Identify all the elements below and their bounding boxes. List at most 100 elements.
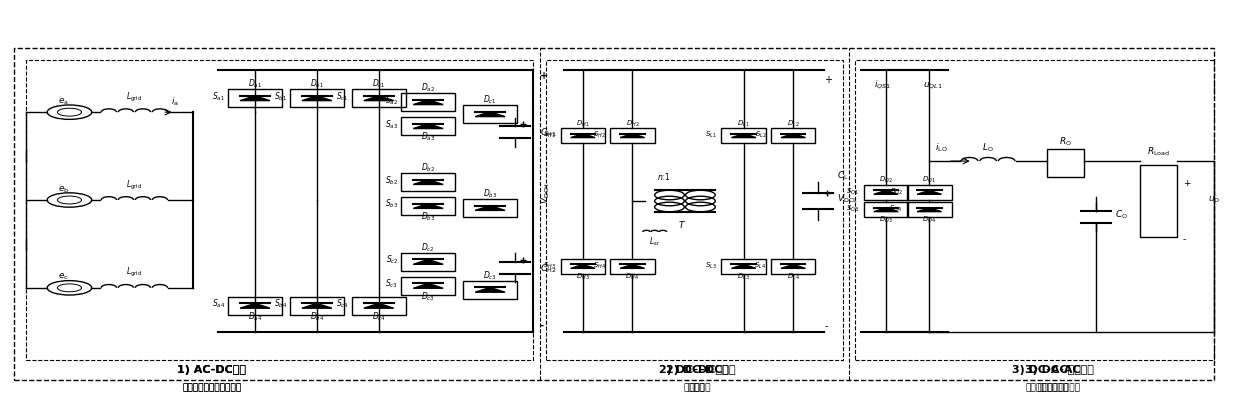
Text: $n$:1: $n$:1 [656,170,670,182]
Text: $D_{H1}$: $D_{H1}$ [577,118,590,128]
Text: $C_{\rm H1}$: $C_{\rm H1}$ [539,127,556,139]
Polygon shape [363,304,394,308]
Text: $i_{QS1}$: $i_{QS1}$ [874,78,890,91]
Text: $D_{c1}$: $D_{c1}$ [372,77,386,90]
Polygon shape [732,265,756,269]
Bar [401,174,455,191]
Polygon shape [301,304,332,308]
Text: $S_{L4}$: $S_{L4}$ [754,260,766,270]
Polygon shape [732,134,756,138]
Text: $u_{\rm O}$: $u_{\rm O}$ [1208,194,1220,205]
Text: -: - [825,320,827,330]
Polygon shape [413,260,443,265]
Text: $S_{H2}$: $S_{H2}$ [593,129,605,140]
Text: $S_{O1}$: $S_{O1}$ [847,186,859,196]
Text: $D_{H3}$: $D_{H3}$ [577,271,590,281]
Text: $S_{O3}$: $S_{O3}$ [846,203,859,213]
Text: $L_{\rm sr}$: $L_{\rm sr}$ [649,235,660,248]
Bar [290,90,343,108]
Text: $i_{\rm LO}$: $i_{\rm LO}$ [935,141,947,153]
Text: $L_{\rm grid}$: $L_{\rm grid}$ [126,265,143,279]
Text: $S_{H3}$: $S_{H3}$ [543,260,557,270]
Text: $S_{H4}$: $S_{H4}$ [593,260,605,270]
Bar [722,129,766,144]
Text: $S_{H1}$: $S_{H1}$ [543,129,557,140]
Polygon shape [874,208,898,212]
Text: $S_{a3}$: $S_{a3}$ [386,118,398,130]
Text: $i_{\rm a}$: $i_{\rm a}$ [171,95,179,107]
Text: 单相逆变器与负载: 单相逆变器与负载 [1038,383,1081,392]
Text: $D_{c3}$: $D_{c3}$ [422,290,435,302]
Bar [722,259,766,274]
Text: $R_{\rm O}$: $R_{\rm O}$ [1059,135,1071,147]
Bar [351,90,405,108]
Bar [401,118,455,136]
Bar [401,198,455,215]
Text: 电源与三相三电平整汁器: 电源与三相三电平整汁器 [182,383,242,392]
Bar [228,297,283,315]
Polygon shape [413,101,443,105]
Text: 3) DC-AC变换: 3) DC-AC变换 [1012,364,1081,374]
Bar [463,106,517,124]
Text: $V_{\rm DCH}$: $V_{\rm DCH}$ [539,182,552,204]
Text: $S_{c4}$: $S_{c4}$ [336,297,348,310]
Text: $D_{a3}$: $D_{a3}$ [422,131,435,143]
Text: 3) DC-AC变换: 3) DC-AC变换 [1024,364,1094,374]
Polygon shape [475,112,505,117]
Bar [560,259,605,274]
Text: $D_{O4}$: $D_{O4}$ [923,214,936,225]
Text: $D_{O1}$: $D_{O1}$ [923,175,936,185]
Text: $e_{\rm c}$: $e_{\rm c}$ [58,271,68,282]
Bar [1140,166,1177,237]
Text: $S_{b2}$: $S_{b2}$ [386,174,398,186]
Bar [463,200,517,217]
Text: $T$: $T$ [678,219,686,229]
Text: $D_{b4}$: $D_{b4}$ [310,310,324,322]
Text: $u_{QL1}$: $u_{QL1}$ [923,80,942,91]
Polygon shape [781,134,806,138]
Text: $C_{\rm H2}$: $C_{\rm H2}$ [539,262,556,274]
Text: $D_{H2}$: $D_{H2}$ [625,118,640,128]
Text: $D_{c1}$: $D_{c1}$ [484,93,497,105]
Text: +: + [825,75,832,85]
Text: 双有源桥: 双有源桥 [683,383,706,392]
Text: $S_{b1}$: $S_{b1}$ [274,90,286,102]
Text: $D_{L3}$: $D_{L3}$ [738,271,750,281]
Text: $D_{L2}$: $D_{L2}$ [787,118,800,128]
Bar [771,259,816,274]
Text: $S_{L1}$: $S_{L1}$ [706,129,717,140]
Text: $S_{a1}$: $S_{a1}$ [212,90,226,102]
Text: $e_{\rm a}$: $e_{\rm a}$ [58,96,68,106]
Polygon shape [570,134,595,138]
Polygon shape [413,284,443,289]
Text: $S_{O4}$: $S_{O4}$ [889,203,903,213]
Text: $D_{a1}$: $D_{a1}$ [248,77,262,90]
Bar [610,129,655,144]
Text: 单相逆变器与负载: 单相逆变器与负载 [1025,383,1069,392]
Text: $S_{O2}$: $S_{O2}$ [889,186,903,196]
Text: $S_{a4}$: $S_{a4}$ [212,297,226,310]
Text: $S_{c3}$: $S_{c3}$ [386,277,398,290]
Text: 2) DC-DC变换: 2) DC-DC变换 [660,364,729,374]
Bar [906,186,951,200]
Polygon shape [301,97,332,101]
Text: 电源与三相三电平整汁器: 电源与三相三电平整汁器 [182,383,242,392]
Polygon shape [475,288,505,292]
Bar [864,203,908,217]
Bar [560,129,605,144]
Text: $D_{O3}$: $D_{O3}$ [879,214,893,225]
Bar [401,277,455,295]
Text: 双有源桥: 双有源桥 [689,383,712,392]
Bar [401,94,455,112]
Polygon shape [475,206,505,211]
Text: $D_{c3}$: $D_{c3}$ [484,268,497,281]
Text: 2) DC-DC变换: 2) DC-DC变换 [666,364,735,374]
Text: $S_{b3}$: $S_{b3}$ [386,198,398,210]
Text: 1) AC-DC变换: 1) AC-DC变换 [177,364,247,374]
Bar [906,203,951,217]
Text: $e_{\rm b}$: $e_{\rm b}$ [57,184,69,194]
Polygon shape [363,97,394,101]
Text: +: + [1183,178,1190,188]
Text: $D_{O2}$: $D_{O2}$ [879,175,893,185]
Bar [351,297,405,315]
